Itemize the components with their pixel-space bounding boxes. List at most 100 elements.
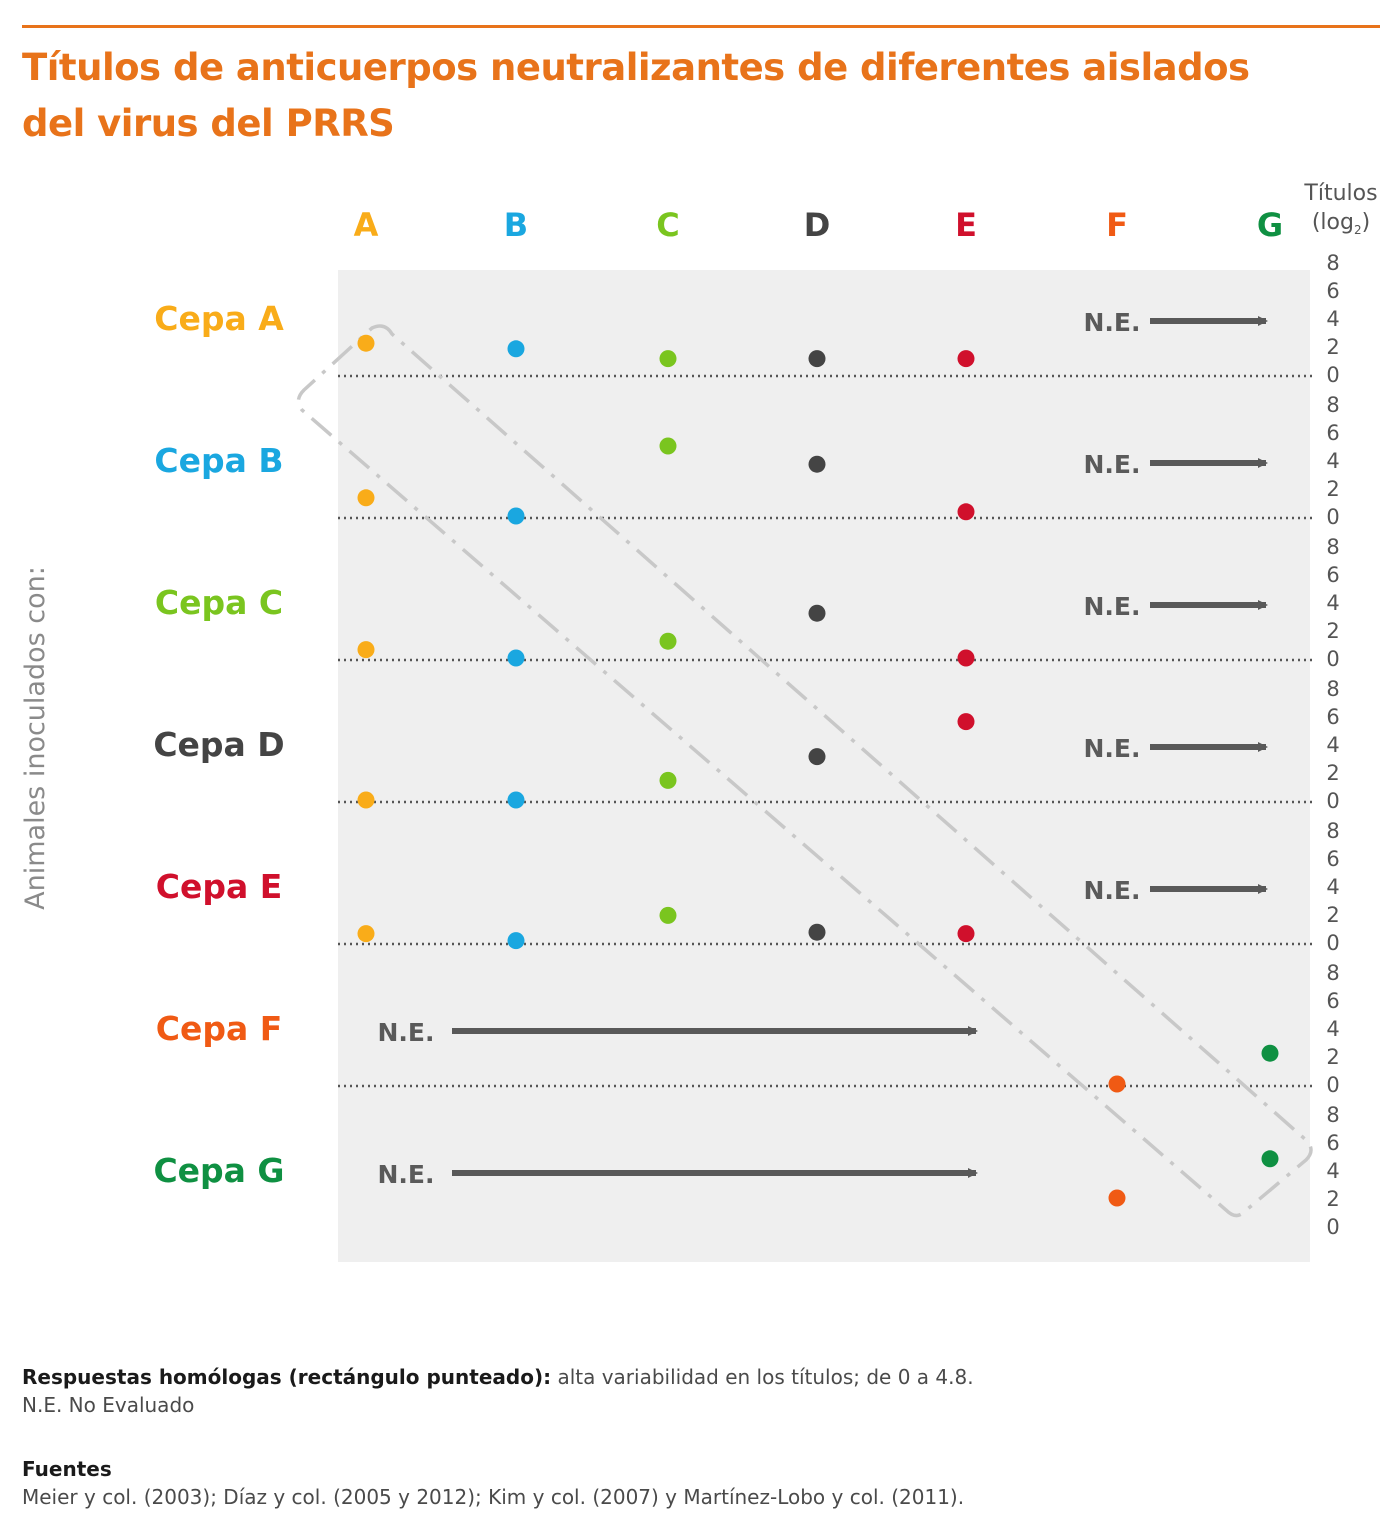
point-b-a	[357, 489, 375, 507]
plot-panel	[338, 270, 1310, 1262]
point-d-b	[507, 791, 525, 809]
point-g-f	[1108, 1189, 1126, 1207]
y-tick-label: 8	[1326, 961, 1339, 985]
point-b-c	[659, 437, 677, 455]
y-unit-label-line2: (log2)	[1312, 210, 1370, 237]
y-tick-label: 2	[1326, 477, 1339, 501]
column-label-f: F	[1106, 206, 1128, 244]
y-tick-label: 6	[1326, 705, 1339, 729]
y-tick-label: 0	[1326, 505, 1339, 529]
y-tick-label: 6	[1326, 1131, 1339, 1155]
ne-label: N.E.	[378, 1160, 435, 1189]
point-f-g	[1261, 1044, 1279, 1062]
row-label-c: Cepa C	[155, 583, 283, 622]
y-tick-label: 8	[1326, 819, 1339, 843]
point-a-e	[957, 350, 975, 368]
title-rule	[22, 25, 1380, 28]
point-a-b	[507, 340, 525, 358]
ne-label: N.E.	[1084, 308, 1141, 337]
title-line-1: Títulos de anticuerpos neutralizantes de…	[22, 46, 1250, 89]
row-label-a: Cepa A	[154, 299, 284, 338]
row-label-b: Cepa B	[154, 441, 283, 480]
ne-label: N.E.	[1084, 450, 1141, 479]
sources: Fuentes Meier y col. (2003); Díaz y col.…	[22, 1455, 1322, 1511]
row-label-g: Cepa G	[153, 1151, 284, 1190]
y-tick-label: 6	[1326, 279, 1339, 303]
point-d-c	[659, 771, 677, 789]
y-tick-label: 2	[1326, 335, 1339, 359]
point-a-c	[659, 350, 677, 368]
sources-heading: Fuentes	[22, 1457, 112, 1481]
point-e-b	[507, 932, 525, 950]
homologous-response-box	[296, 324, 1313, 1218]
y-tick-label: 6	[1326, 421, 1339, 445]
point-e-a	[357, 925, 375, 943]
row-label-f: Cepa F	[156, 1009, 283, 1048]
ne-label: N.E.	[1084, 734, 1141, 763]
point-c-d	[808, 604, 826, 622]
point-a-d	[808, 350, 826, 368]
row-label-d: Cepa D	[153, 725, 284, 764]
y-tick-label: 0	[1326, 1073, 1339, 1097]
y-tick-label: 4	[1326, 591, 1339, 615]
point-g-g	[1261, 1150, 1279, 1168]
y-tick-label: 2	[1326, 619, 1339, 643]
y-tick-label: 8	[1326, 393, 1339, 417]
column-label-g: G	[1257, 206, 1283, 244]
y-tick-label: 6	[1326, 563, 1339, 587]
y-tick-label: 0	[1326, 789, 1339, 813]
y-tick-label: 8	[1326, 251, 1339, 275]
y-tick-label: 4	[1326, 733, 1339, 757]
y-tick-label: 4	[1326, 1159, 1339, 1183]
point-e-c	[659, 906, 677, 924]
y-tick-label: 4	[1326, 449, 1339, 473]
point-b-d	[808, 455, 826, 473]
y-tick-label: 2	[1326, 1187, 1339, 1211]
point-d-a	[357, 791, 375, 809]
y-tick-label: 6	[1326, 989, 1339, 1013]
sources-text: Meier y col. (2003); Díaz y col. (2005 y…	[22, 1485, 965, 1509]
point-c-e	[957, 649, 975, 667]
y-tick-label: 2	[1326, 1045, 1339, 1069]
column-label-e: E	[955, 206, 977, 244]
point-b-b	[507, 507, 525, 525]
column-label-d: D	[804, 206, 831, 244]
point-d-e	[957, 713, 975, 731]
ne-label: N.E.	[1084, 592, 1141, 621]
y-tick-label: 8	[1326, 1103, 1339, 1127]
point-c-a	[357, 641, 375, 659]
y-tick-label: 2	[1326, 903, 1339, 927]
point-c-c	[659, 632, 677, 650]
column-label-c: C	[656, 206, 679, 244]
y-tick-label: 2	[1326, 761, 1339, 785]
column-label-a: A	[354, 206, 379, 244]
point-b-e	[957, 503, 975, 521]
point-a-a	[357, 334, 375, 352]
y-tick-label: 6	[1326, 847, 1339, 871]
y-tick-label: 4	[1326, 875, 1339, 899]
title-line-2: del virus del PRRS	[22, 102, 395, 145]
point-f-f	[1108, 1075, 1126, 1093]
notes-text: alta variabilidad en los títulos; de 0 a…	[551, 1365, 974, 1389]
y-tick-label: 0	[1326, 647, 1339, 671]
y-unit-label-line1: Títulos	[1303, 181, 1377, 206]
point-c-b	[507, 649, 525, 667]
titer-chart: A B C D E F G Títulos (log2) Animales inoculados …	[20, 181, 1378, 1262]
column-label-b: B	[504, 206, 528, 244]
y-tick-label: 4	[1326, 307, 1339, 331]
row-label-e: Cepa E	[156, 867, 283, 906]
point-e-e	[957, 925, 975, 943]
point-e-d	[808, 923, 826, 941]
y-tick-label: 0	[1326, 363, 1339, 387]
y-tick-label: 8	[1326, 535, 1339, 559]
chart-notes: Respuestas homólogas (rectángulo puntead…	[22, 1363, 1322, 1419]
y-axis-title: Animales inoculados con:	[20, 566, 51, 910]
y-tick-label: 0	[1326, 931, 1339, 955]
ne-label: N.E.	[1084, 876, 1141, 905]
notes-bold: Respuestas homólogas (rectángulo puntead…	[22, 1365, 552, 1389]
chart-title: Títulos de anticuerpos neutralizantes de…	[22, 40, 1322, 152]
y-tick-label: 8	[1326, 677, 1339, 701]
y-tick-label: 0	[1326, 1215, 1339, 1239]
ne-label: N.E.	[378, 1018, 435, 1047]
y-tick-label: 4	[1326, 1017, 1339, 1041]
